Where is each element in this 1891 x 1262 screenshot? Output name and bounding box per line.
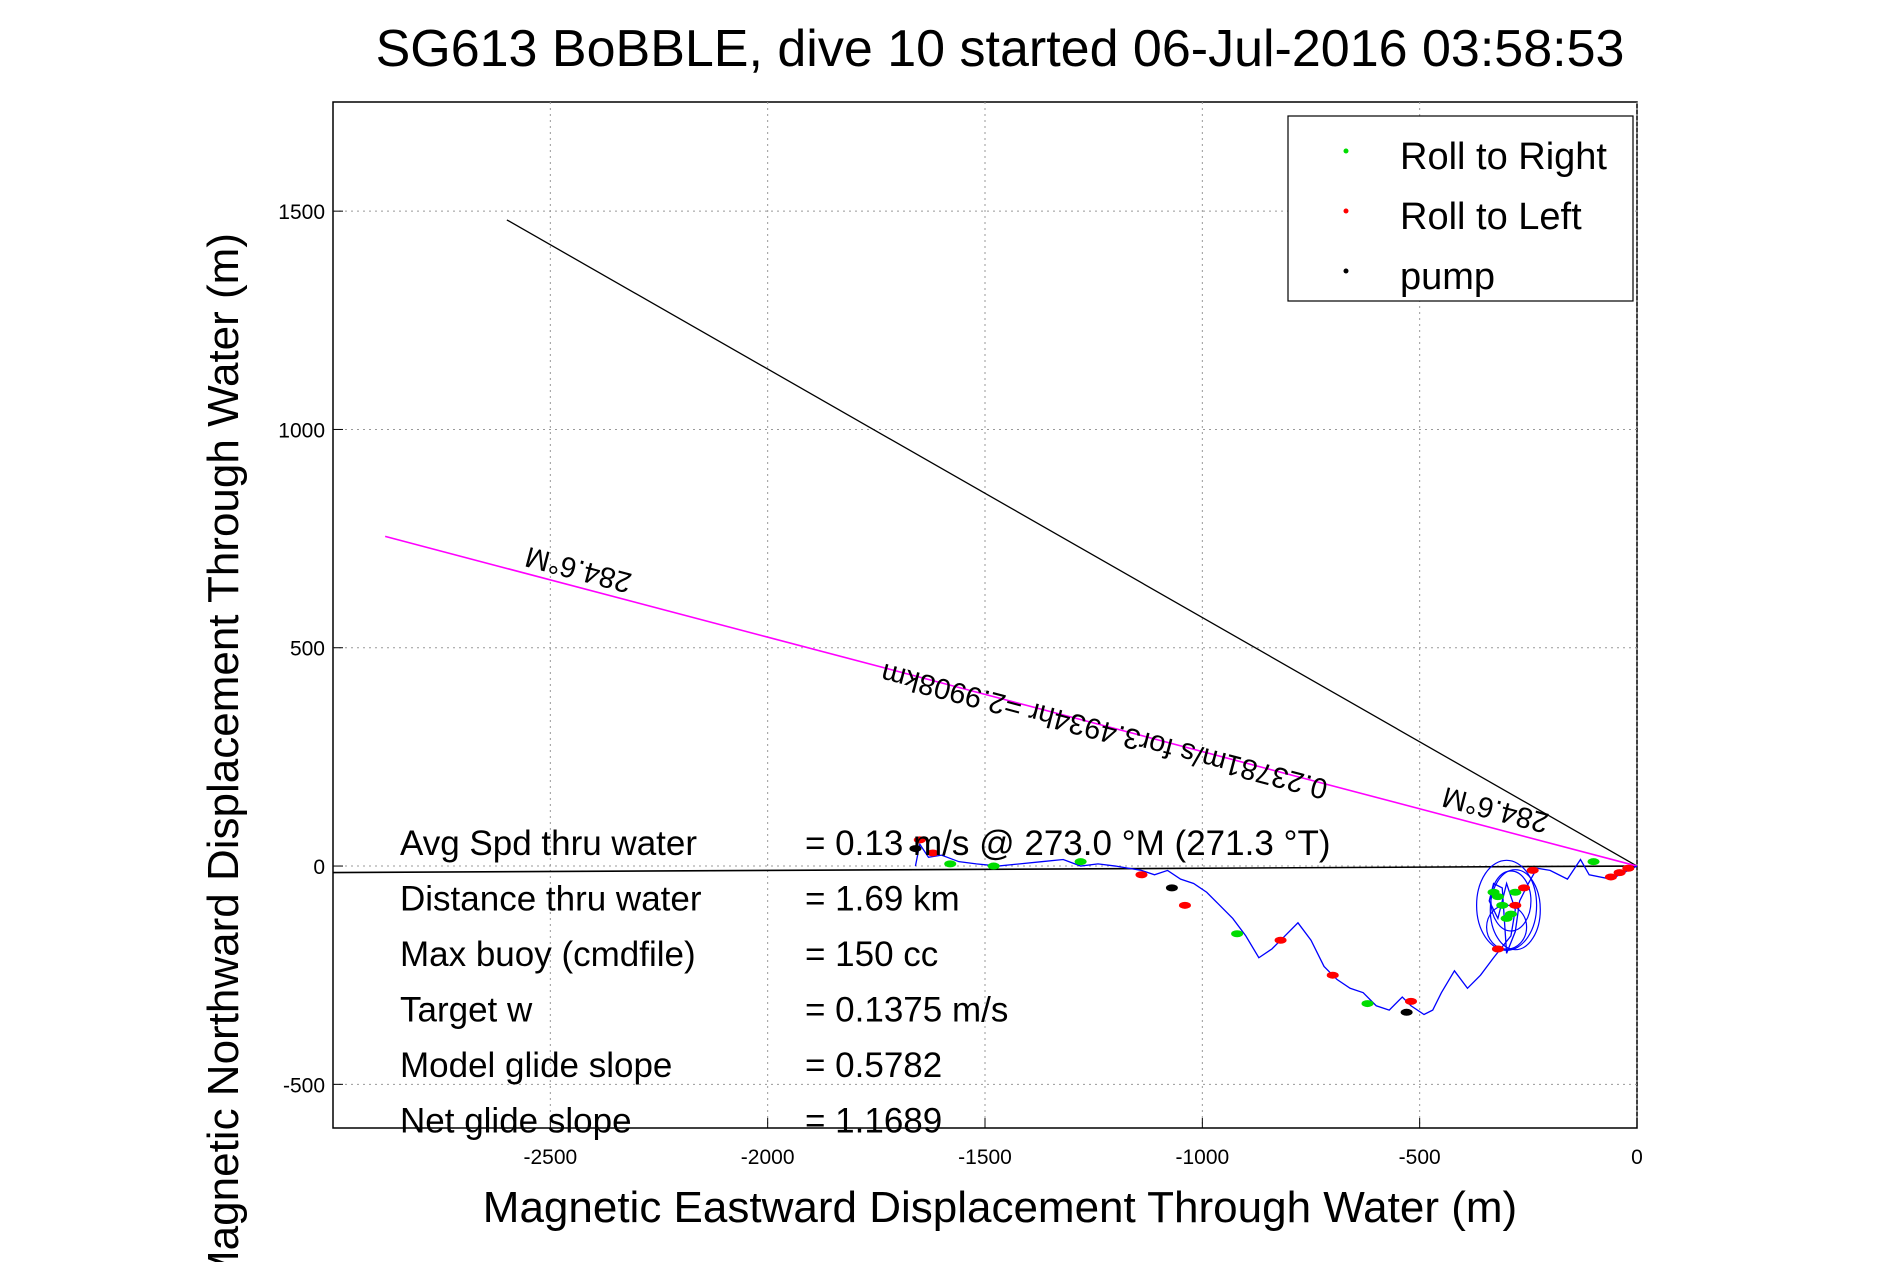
roll-markers bbox=[909, 836, 1635, 1016]
reference-line bbox=[506, 219, 1638, 867]
pump-point bbox=[1165, 884, 1178, 892]
y-tick-label: 1500 bbox=[278, 201, 325, 224]
roll-left-point bbox=[1326, 971, 1339, 979]
roll-left-point bbox=[1178, 901, 1191, 909]
y-tick-label: 1000 bbox=[278, 419, 325, 442]
stat-label: Max buoy (cmdfile) bbox=[400, 935, 696, 974]
current-line bbox=[332, 865, 1638, 874]
y-tick-label: -500 bbox=[283, 1074, 325, 1097]
roll-left-point bbox=[1135, 871, 1148, 879]
legend-label: pump bbox=[1400, 256, 1495, 298]
y-axis-ticks: -500 0 500 1000 1500 bbox=[278, 201, 343, 1097]
roll-right-point bbox=[1587, 858, 1600, 866]
grid-lines bbox=[333, 102, 1638, 1128]
x-axis-label: Magnetic Eastward Displacement Through W… bbox=[483, 1183, 1517, 1232]
roll-right-point bbox=[1509, 888, 1522, 896]
roll-right-point bbox=[1231, 930, 1244, 938]
stats-block: Avg Spd thru water = 0.13 m/s @ 273.0 °M … bbox=[400, 824, 1331, 1141]
roll-right-point bbox=[944, 860, 957, 868]
roll-left-point bbox=[926, 849, 939, 857]
heading-line bbox=[384, 535, 1638, 867]
pump-point bbox=[1400, 1008, 1413, 1016]
x-tick-label: -500 bbox=[1399, 1146, 1441, 1169]
track-loop bbox=[1489, 869, 1541, 951]
roll-left-point bbox=[913, 836, 926, 844]
stat-value: = 0.5782 bbox=[805, 1046, 942, 1085]
x-axis-ticks: -2500 -2000 -1500 -1000 -500 0 bbox=[523, 1118, 1643, 1169]
roll-right-point bbox=[1074, 858, 1087, 866]
stat-label: Target w bbox=[400, 991, 533, 1030]
roll-right-point bbox=[1500, 914, 1513, 922]
roll-left-point bbox=[1517, 884, 1530, 892]
stat-value: = 0.1375 m/s bbox=[805, 991, 1008, 1030]
x-tick-label: -1000 bbox=[1175, 1146, 1229, 1169]
y-axis-label: Magnetic Northward Displacement Through … bbox=[199, 233, 248, 1262]
roll-left-point bbox=[1491, 945, 1504, 953]
roll-left-point bbox=[1622, 864, 1635, 872]
x-tick-label: -2000 bbox=[741, 1146, 795, 1169]
stat-value: = 1.69 km bbox=[805, 880, 960, 919]
legend-marker bbox=[1343, 268, 1349, 274]
legend-label: Roll to Right bbox=[1400, 136, 1607, 178]
y-tick-label: 500 bbox=[290, 638, 325, 661]
stat-label: Distance thru water bbox=[400, 880, 702, 919]
roll-left-point bbox=[1613, 869, 1626, 877]
stat-label: Model glide slope bbox=[400, 1046, 672, 1085]
stat-value: = 1.1689 bbox=[805, 1102, 942, 1141]
glider-track bbox=[914, 842, 1638, 1016]
legend-marker bbox=[1343, 148, 1349, 154]
roll-left-point bbox=[1526, 866, 1539, 874]
y-tick-label: 0 bbox=[313, 856, 325, 879]
stat-label: Net glide slope bbox=[400, 1102, 632, 1141]
pump-point bbox=[909, 845, 922, 853]
legend-marker bbox=[1343, 208, 1349, 214]
roll-left-point bbox=[1404, 997, 1417, 1005]
roll-right-point bbox=[987, 862, 1000, 870]
legend-label: Roll to Left bbox=[1400, 196, 1582, 238]
roll-right-point bbox=[1361, 1000, 1374, 1008]
chart-title: SG613 BoBBLE, dive 10 started 06-Jul-201… bbox=[376, 20, 1625, 78]
roll-left-point bbox=[1274, 936, 1287, 944]
roll-right-point bbox=[1491, 893, 1504, 901]
track-loop bbox=[1475, 859, 1538, 951]
stat-value: = 150 cc bbox=[805, 935, 938, 974]
x-tick-label: -1500 bbox=[958, 1146, 1012, 1169]
roll-left-point bbox=[1509, 901, 1522, 909]
x-tick-label: 0 bbox=[1631, 1146, 1643, 1169]
roll-right-point bbox=[1496, 901, 1509, 909]
legend: Roll to Right Roll to Left pump bbox=[1287, 115, 1634, 302]
roll-left-point bbox=[1604, 873, 1617, 881]
stat-value: = 0.13 m/s @ 273.0 °M (271.3 °T) bbox=[805, 824, 1331, 863]
x-tick-label: -2500 bbox=[523, 1146, 577, 1169]
stat-label: Avg Spd thru water bbox=[400, 824, 697, 863]
data-lines bbox=[332, 219, 1638, 1016]
